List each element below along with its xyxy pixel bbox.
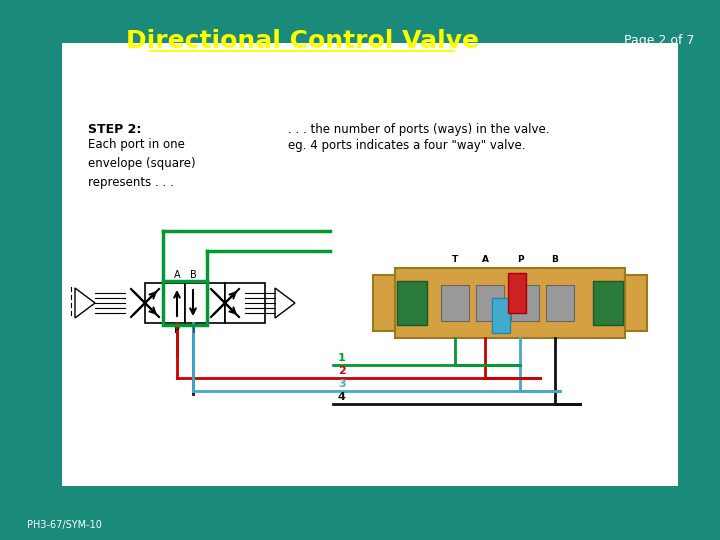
Bar — [546, 285, 574, 321]
Text: eg. 4 ports indicates a four "way" valve.: eg. 4 ports indicates a four "way" valve… — [288, 139, 526, 152]
Bar — [373, 275, 395, 331]
Bar — [397, 281, 427, 325]
Bar — [508, 273, 526, 313]
Text: B: B — [189, 270, 197, 280]
Bar — [395, 268, 625, 338]
Text: Directional Control Valve: Directional Control Valve — [126, 29, 479, 52]
Text: T: T — [190, 325, 196, 335]
Text: . . . the number of ports (ways) in the valve.: . . . the number of ports (ways) in the … — [288, 123, 549, 136]
Text: P: P — [174, 325, 180, 335]
Bar — [185, 283, 225, 323]
Bar — [441, 285, 469, 321]
Text: Page 2 of 7: Page 2 of 7 — [624, 34, 695, 47]
Text: STEP 2:: STEP 2: — [88, 123, 141, 136]
Bar — [492, 298, 510, 333]
Text: SYMBOL: SYMBOL — [260, 56, 345, 74]
Bar — [476, 285, 504, 321]
Bar — [625, 275, 647, 331]
Text: PH3-67/SYM-10: PH3-67/SYM-10 — [27, 520, 102, 530]
Bar — [163, 281, 207, 325]
Text: Each port in one
envelope (square)
represents . . .: Each port in one envelope (square) repre… — [88, 138, 195, 188]
Bar — [225, 283, 265, 323]
Bar — [62, 43, 678, 486]
Text: 3: 3 — [338, 379, 346, 389]
Text: B: B — [552, 255, 559, 264]
Text: 4: 4 — [338, 392, 346, 402]
Text: A: A — [482, 255, 488, 264]
Bar — [145, 283, 185, 323]
Text: 2: 2 — [338, 366, 346, 376]
Text: 1: 1 — [338, 353, 346, 363]
Bar — [593, 281, 623, 325]
Text: P: P — [517, 255, 523, 264]
Text: A: A — [174, 270, 180, 280]
Text: T: T — [452, 255, 458, 264]
Bar — [511, 285, 539, 321]
